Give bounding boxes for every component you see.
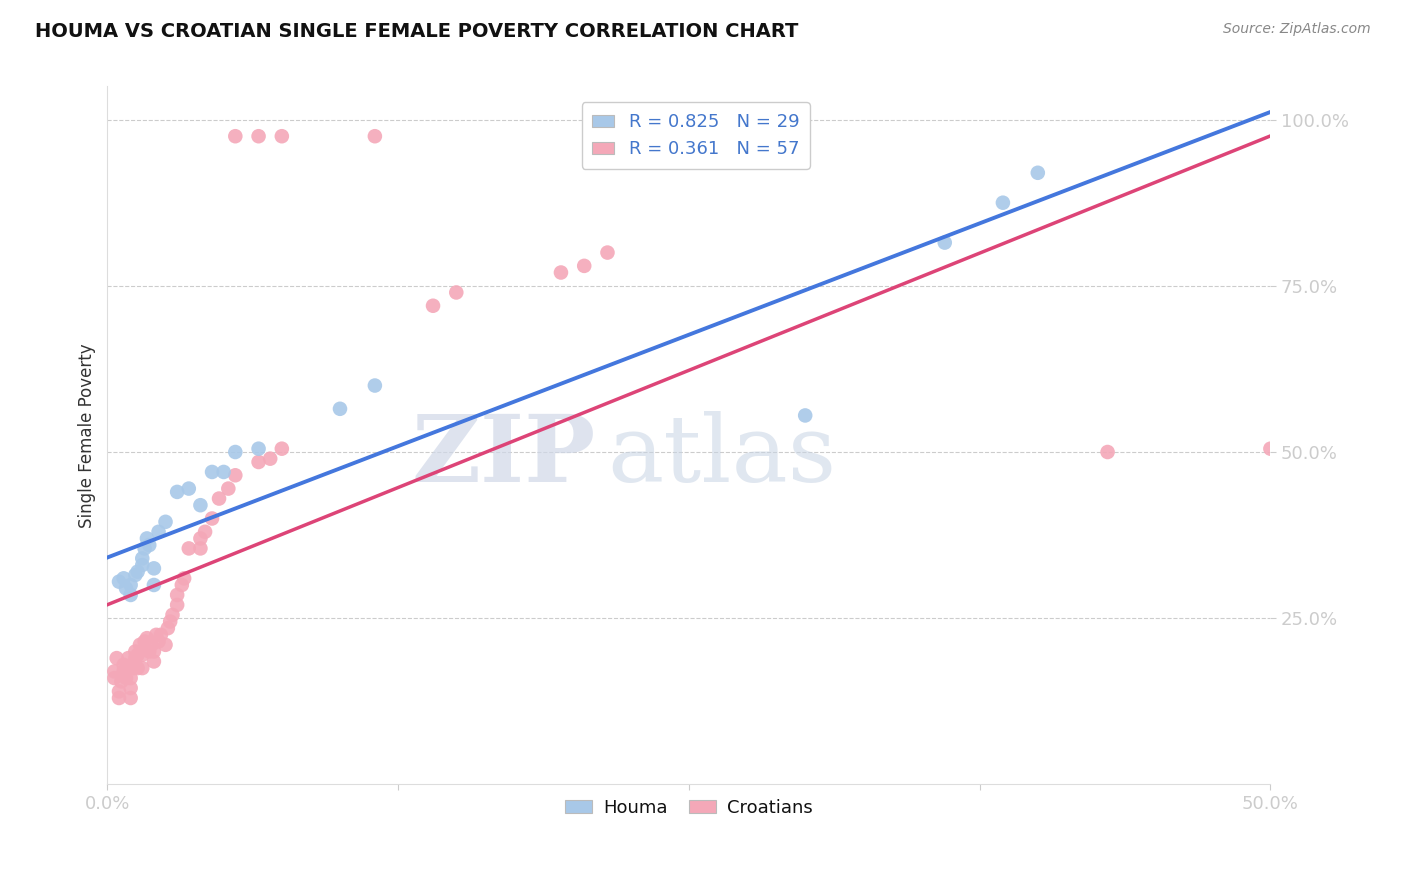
Point — [127, 648, 149, 662]
Point — [131, 648, 153, 662]
Point — [259, 451, 281, 466]
Point — [190, 532, 212, 546]
Point — [120, 671, 142, 685]
Y-axis label: Single Female Poverty: Single Female Poverty — [79, 343, 96, 528]
Point — [138, 538, 160, 552]
Point — [142, 578, 165, 592]
Point — [574, 259, 596, 273]
Point — [115, 661, 138, 675]
Point — [217, 482, 239, 496]
Point — [159, 615, 181, 629]
Point — [135, 532, 157, 546]
Point — [103, 665, 125, 679]
Text: ZIP: ZIP — [412, 411, 596, 501]
Point — [166, 588, 188, 602]
Point — [247, 442, 270, 456]
Point — [270, 129, 292, 144]
Point — [162, 607, 184, 622]
Point — [364, 129, 387, 144]
Point — [446, 285, 468, 300]
Point — [224, 468, 246, 483]
Point — [596, 245, 619, 260]
Point — [108, 684, 131, 698]
Point — [122, 661, 145, 675]
Point — [124, 644, 146, 658]
Point — [190, 541, 212, 556]
Point — [170, 578, 193, 592]
Point — [127, 565, 149, 579]
Point — [550, 266, 572, 280]
Point — [115, 582, 138, 596]
Point — [131, 551, 153, 566]
Point — [166, 598, 188, 612]
Point — [201, 511, 224, 525]
Point — [1260, 442, 1282, 456]
Point — [135, 631, 157, 645]
Point — [177, 541, 200, 556]
Point — [145, 628, 167, 642]
Point — [190, 498, 212, 512]
Point — [120, 578, 142, 592]
Point — [270, 442, 292, 456]
Point — [108, 574, 131, 589]
Point — [364, 378, 387, 392]
Point — [148, 524, 170, 539]
Point — [173, 571, 195, 585]
Point — [194, 524, 217, 539]
Point — [148, 634, 170, 648]
Point — [794, 409, 817, 423]
Point — [1097, 445, 1119, 459]
Point — [120, 588, 142, 602]
Point — [329, 401, 352, 416]
Point — [991, 195, 1014, 210]
Point — [155, 515, 177, 529]
Point — [112, 571, 135, 585]
Point — [149, 628, 172, 642]
Point — [124, 568, 146, 582]
Text: atlas: atlas — [607, 411, 837, 501]
Point — [247, 455, 270, 469]
Point — [129, 638, 152, 652]
Point — [166, 484, 188, 499]
Point — [131, 661, 153, 675]
Point — [105, 651, 128, 665]
Point — [224, 445, 246, 459]
Point — [103, 671, 125, 685]
Point — [156, 621, 179, 635]
Point — [247, 129, 270, 144]
Point — [120, 681, 142, 695]
Point — [155, 638, 177, 652]
Point — [134, 634, 156, 648]
Text: HOUMA VS CROATIAN SINGLE FEMALE POVERTY CORRELATION CHART: HOUMA VS CROATIAN SINGLE FEMALE POVERTY … — [35, 22, 799, 41]
Point — [422, 299, 444, 313]
Point — [934, 235, 956, 250]
Point — [112, 665, 135, 679]
Point — [142, 561, 165, 575]
Point — [142, 644, 165, 658]
Point — [224, 129, 246, 144]
Point — [208, 491, 231, 506]
Point — [127, 661, 149, 675]
Point — [177, 482, 200, 496]
Point — [110, 674, 132, 689]
Point — [142, 655, 165, 669]
Point — [108, 691, 131, 706]
Point — [212, 465, 235, 479]
Point — [201, 465, 224, 479]
Point — [120, 691, 142, 706]
Point — [138, 644, 160, 658]
Point — [115, 671, 138, 685]
Point — [1026, 166, 1049, 180]
Point — [131, 558, 153, 572]
Point — [124, 651, 146, 665]
Point — [112, 657, 135, 672]
Point — [141, 638, 163, 652]
Point — [134, 541, 156, 556]
Text: Source: ZipAtlas.com: Source: ZipAtlas.com — [1223, 22, 1371, 37]
Point — [117, 651, 139, 665]
Legend: Houma, Croatians: Houma, Croatians — [558, 792, 820, 824]
